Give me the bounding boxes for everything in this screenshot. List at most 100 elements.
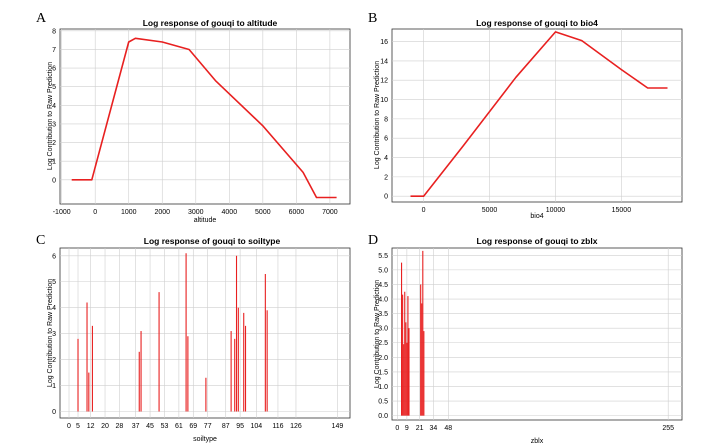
- panel-c-x-tick-label: 61: [175, 423, 183, 430]
- panel-b-title: Log response of gouqi to bio4: [476, 18, 598, 28]
- panel-c-x-tick-label: 77: [204, 423, 212, 430]
- panel-a-y-tick-label: 8: [52, 28, 56, 35]
- panel-c-x-tick-label: 20: [101, 423, 109, 430]
- panel-b-y-tick-label: 6: [384, 136, 388, 143]
- panel-d-y-tick-label: 5.5: [378, 253, 388, 260]
- panel-d-y-tick-label: 4.0: [378, 297, 388, 304]
- panel-c-x-tick-label: 104: [250, 423, 262, 430]
- panel-b-series: [410, 31, 668, 197]
- panel-d-y-tick-label: 5.0: [378, 267, 388, 274]
- panel-a-x-tick-label: 4000: [222, 209, 238, 216]
- panel-c-y-tick-label: 0: [52, 409, 56, 416]
- panel-c: C Log response of gouqi to soiltype 0 12 3…: [36, 233, 351, 443]
- panel-d-x-tick-label: 21: [416, 425, 424, 432]
- panel-d-x-tick-label: 255: [662, 425, 674, 432]
- panel-d-y-tick-label: 0.0: [378, 413, 388, 420]
- panel-b-x-tick-label: 5000: [482, 207, 498, 214]
- panel-c-x-tick-label: 53: [161, 423, 169, 430]
- panel-b-y-tick-label: 0: [384, 194, 388, 201]
- panel-c-x-tick-label: 116: [272, 423, 283, 430]
- panel-c-y-ticks: 0 1 2 3 4 5 6: [52, 253, 56, 416]
- panel-a-x-tick-label: 3000: [188, 209, 204, 216]
- panel-a-y-axis-label: Log Contribution to Raw Prediction: [47, 62, 54, 170]
- panel-c-x-ticks: 0 5 12 20 28 37 45 53 61 69 77 87 95 104 116 126 149: [67, 423, 343, 430]
- panel-a-x-tick-label: 5000: [255, 209, 271, 216]
- panel-b-x-ticks: 0 5000 10000 15000: [422, 207, 632, 214]
- panel-c-y-tick-label: 3: [52, 331, 56, 338]
- panel-a: A Log response of gouqi to altitude 0 1 2 3…: [36, 11, 351, 224]
- panel-a-letter: A: [36, 11, 47, 26]
- panel-d-gridlines: [392, 248, 682, 420]
- panel-c-x-tick-label: 0: [67, 423, 71, 430]
- panel-c-y-tick-label: 5: [52, 279, 56, 286]
- panel-c-x-tick-label: 45: [146, 423, 154, 430]
- panel-a-x-ticks: -1000 0 1000 2000 3000 4000 5000 6000 7000: [53, 209, 338, 216]
- panel-c-letter: C: [36, 233, 45, 248]
- panel-c-x-tick-label: 12: [87, 423, 95, 430]
- panel-c-title: Log response of gouqi to soiltype: [144, 236, 281, 246]
- panel-c-y-axis-label: Log Contribution to Raw Prediction: [47, 279, 54, 387]
- panel-d-y-tick-label: 4.5: [378, 282, 388, 289]
- panel-c-x-tick-label: 69: [189, 423, 197, 430]
- panel-d-y-tick-label: 1.5: [378, 369, 388, 376]
- panel-c-x-tick-label: 28: [116, 423, 124, 430]
- panel-b: B Log response of gouqi to bio4 0 2 4 6 8 10 1…: [368, 11, 683, 220]
- panel-a-x-tick-label: 2000: [154, 209, 170, 216]
- panel-d-y-tick-label: 3.0: [378, 326, 388, 333]
- panel-d-y-tick-label: 3.5: [378, 311, 388, 318]
- panel-b-x-tick-label: 15000: [612, 207, 632, 214]
- panel-d: D Log response of gouqi to zblx 0.0 0.5 1.…: [368, 233, 683, 445]
- panel-d-x-axis-label: zblx: [531, 438, 544, 445]
- panel-d-y-tick-label: 0.5: [378, 399, 388, 406]
- panel-a-x-tick-label: 1000: [121, 209, 137, 216]
- panel-a-y-tick-label: 5: [52, 84, 56, 91]
- panel-d-x-tick-label: 0: [395, 425, 399, 432]
- panel-a-y-tick-label: 4: [52, 103, 56, 110]
- panel-b-letter: B: [368, 11, 377, 26]
- panel-a-x-tick-label: 6000: [289, 209, 305, 216]
- panel-c-x-tick-label: 149: [332, 423, 344, 430]
- panel-b-x-axis-label: bio4: [530, 213, 543, 220]
- panel-c-x-tick-label: 126: [290, 423, 302, 430]
- panel-a-x-tick-label: 7000: [322, 209, 338, 216]
- panel-a-x-tick-label: 0: [93, 209, 97, 216]
- panel-d-y-tick-label: 2.5: [378, 340, 388, 347]
- panel-b-y-ticks: 0 2 4 6 8 10 12 14 16: [380, 39, 388, 201]
- panel-b-response-line: [410, 31, 668, 197]
- panel-b-y-axis-label: Log Contribution to Raw Prediction: [374, 61, 381, 169]
- panel-c-y-tick-label: 4: [52, 305, 56, 312]
- panel-a-y-tick-label: 2: [52, 140, 56, 147]
- panel-d-x-tick-label: 34: [430, 425, 438, 432]
- panel-d-y-ticks: 0.0 0.5 1.0 1.5 2.0 2.5 3.0 3.5 4.0 4.5 5.0 5.5: [378, 253, 388, 420]
- panel-a-y-tick-label: 7: [52, 47, 56, 54]
- panel-c-x-tick-label: 37: [132, 423, 140, 430]
- panel-b-y-tick-label: 10: [380, 97, 388, 104]
- panel-c-x-tick-label: 5: [76, 423, 80, 430]
- panel-c-plot-area: [59, 247, 351, 419]
- panel-b-y-tick-label: 12: [380, 78, 388, 85]
- panel-b-y-tick-label: 14: [380, 58, 388, 65]
- panel-b-y-tick-label: 2: [384, 174, 388, 181]
- panel-b-x-tick-label: 0: [422, 207, 426, 214]
- panel-d-x-tick-label: 9: [405, 425, 409, 432]
- panel-d-letter: D: [368, 233, 378, 248]
- panel-a-title: Log response of gouqi to altitude: [143, 18, 278, 28]
- panel-a-response-line: [71, 37, 337, 199]
- panel-a-y-tick-label: 1: [52, 159, 56, 166]
- panel-d-y-tick-label: 1.0: [378, 384, 388, 391]
- panel-b-y-tick-label: 8: [384, 116, 388, 123]
- panel-a-x-axis-label: altitude: [194, 217, 217, 224]
- panel-a-y-tick-label: 0: [52, 177, 56, 184]
- panel-c-series: [77, 253, 268, 412]
- panel-d-series: [401, 250, 425, 416]
- panel-b-y-tick-label: 4: [384, 155, 388, 162]
- panel-a-y-tick-label: 3: [52, 121, 56, 128]
- panel-c-y-tick-label: 6: [52, 253, 56, 260]
- panel-c-x-tick-label: 87: [222, 423, 230, 430]
- panel-d-y-tick-label: 2.0: [378, 355, 388, 362]
- panel-a-series: [71, 37, 337, 199]
- panel-d-y-axis-label: Log Contribution to Raw Prediction: [374, 280, 381, 388]
- panel-b-y-tick-label: 16: [380, 39, 388, 46]
- panel-c-x-tick-label: 95: [236, 423, 244, 430]
